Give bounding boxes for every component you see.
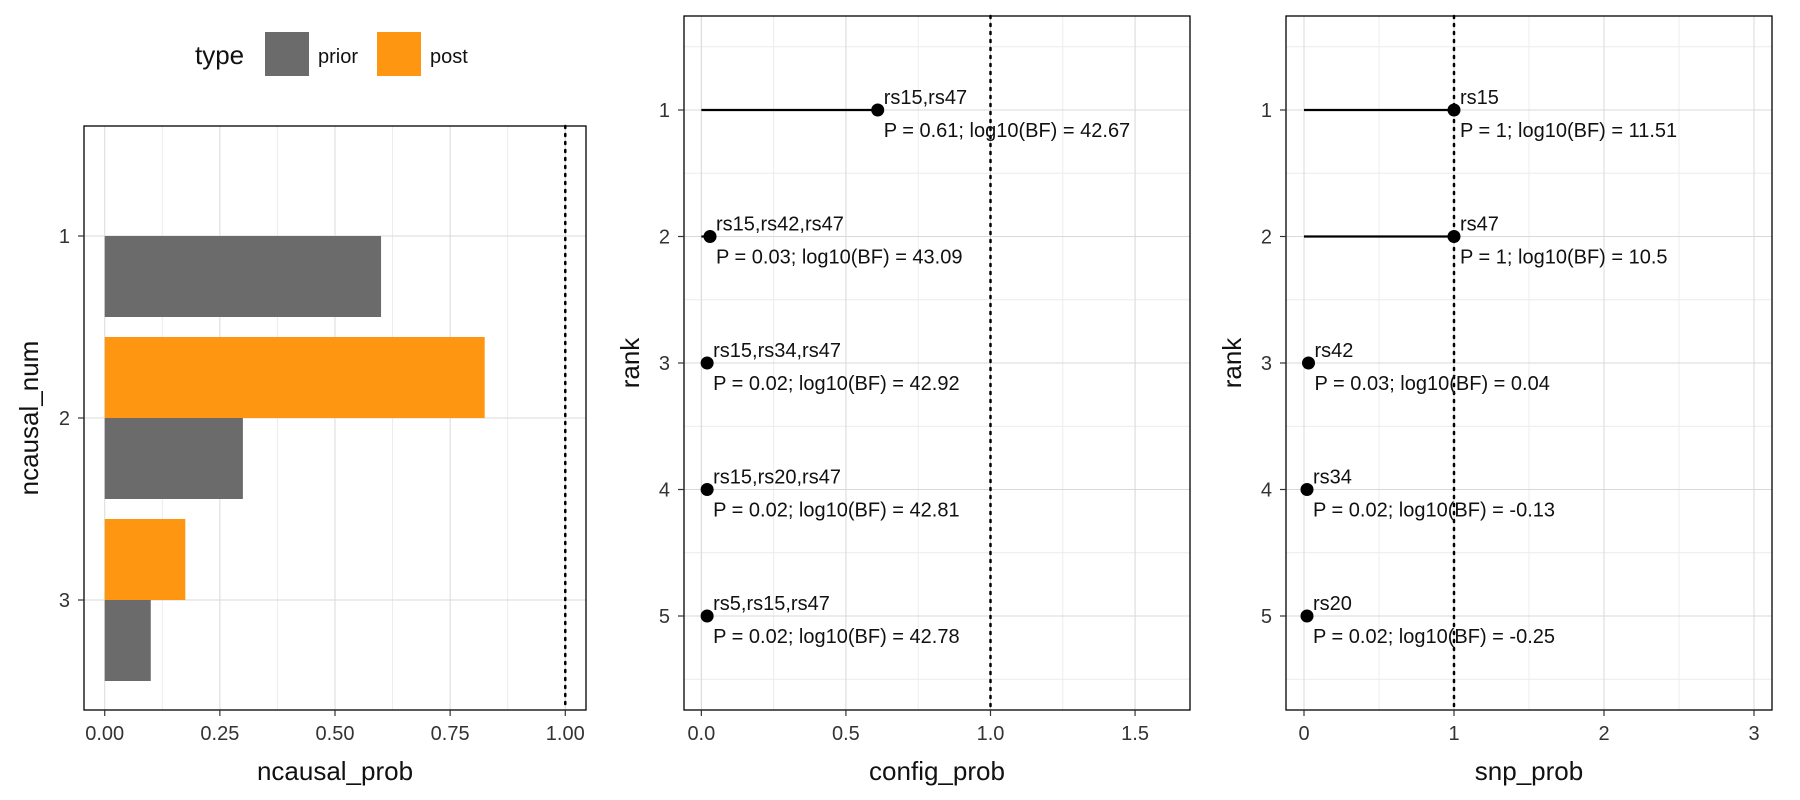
point-annotation-label: P = 0.02; log10(BF) = 42.78 (713, 626, 959, 648)
point-annotation-label: P = 0.61; log10(BF) = 42.67 (884, 120, 1130, 142)
x-tick-label: 3 (1748, 723, 1759, 745)
y-tick-label: 4 (659, 480, 670, 502)
point-name-label: rs15,rs47 (884, 87, 967, 109)
point (700, 483, 714, 496)
y-tick-label: 3 (659, 353, 670, 375)
legend-label-prior: prior (318, 46, 358, 68)
point-annotation-label: P = 0.02; log10(BF) = -0.25 (1313, 626, 1555, 648)
y-tick-label: 1 (1261, 100, 1272, 122)
point-name-label: rs34 (1313, 467, 1352, 489)
point-name-label: rs42 (1315, 340, 1354, 362)
x-tick-label: 0.5 (832, 723, 860, 745)
x-tick-label: 1.5 (1121, 723, 1149, 745)
panel-ncausal: 0.00 0.25 0.50 0.75 1.00 1 2 3 ncausal_prob ncaus… (14, 124, 587, 786)
y-tick-label: 5 (659, 606, 670, 628)
panel-snp-prob: rs15 P = 1; log10(BF) = 11.51 rs47 P = 1; l… (1217, 14, 1773, 786)
x-tick-label: 0.75 (431, 723, 470, 745)
x-tick-label: 2 (1598, 723, 1609, 745)
x-axis-title: config_prob (869, 756, 1005, 786)
bar-prior-3 (104, 600, 151, 681)
point (1300, 483, 1314, 496)
point-annotation-label: P = 1; log10(BF) = 11.51 (1460, 120, 1677, 142)
y-tick-label: 1 (659, 100, 670, 122)
point-annotation-label: P = 1; log10(BF) = 10.5 (1460, 247, 1668, 269)
x-tick-label: 0.0 (687, 723, 715, 745)
x-tick-label: 1.00 (546, 723, 585, 745)
y-tick-label: 1 (59, 226, 70, 248)
point (700, 609, 714, 623)
point-name-label: rs47 (1460, 214, 1499, 236)
point-annotation-label: P = 0.03; log10(BF) = 43.09 (716, 247, 962, 269)
x-axis-title: ncausal_prob (257, 756, 413, 786)
point-annotation-label: P = 0.02; log10(BF) = 42.81 (713, 500, 959, 522)
x-tick-label: 0.00 (85, 723, 124, 745)
point-name-label: rs15 (1460, 87, 1499, 109)
y-tick-label: 3 (59, 590, 70, 612)
point-name-label: rs5,rs15,rs47 (713, 593, 830, 615)
point-name-label: rs15,rs42,rs47 (716, 214, 844, 236)
legend-key-post (377, 32, 421, 76)
point-name-label: rs20 (1313, 593, 1352, 615)
bar-prior-1 (104, 236, 382, 317)
y-axis-title: ncausal_num (14, 341, 44, 496)
x-axis-title: snp_prob (1475, 756, 1583, 786)
y-tick-label: 2 (659, 227, 670, 249)
point (703, 230, 717, 243)
point (1300, 609, 1314, 623)
bar-post-3 (104, 519, 186, 600)
y-axis-title: rank (1217, 337, 1247, 389)
legend-key-prior (265, 32, 309, 76)
x-tick-label: 1 (1448, 723, 1459, 745)
x-tick-label: 1.0 (977, 723, 1005, 745)
point-name-label: rs15,rs34,rs47 (713, 340, 841, 362)
bar-prior-2 (104, 418, 243, 499)
point (1447, 230, 1461, 243)
y-tick-label: 2 (1261, 227, 1272, 249)
x-tick-label: 0.25 (200, 723, 239, 745)
point (871, 103, 885, 117)
x-tick-label: 0 (1298, 723, 1309, 745)
point (1447, 103, 1461, 117)
legend-label-post: post (430, 46, 468, 68)
point-annotation-label: P = 0.03; log10(BF) = 0.04 (1315, 373, 1550, 395)
panel-config-prob: rs15,rs47 P = 0.61; log10(BF) = 42.67 rs15… (615, 14, 1191, 786)
x-tick-label: 0.50 (316, 723, 355, 745)
y-tick-label: 4 (1261, 480, 1272, 502)
legend-title: type (195, 40, 244, 70)
bar-post-2 (104, 337, 485, 418)
y-tick-label: 5 (1261, 606, 1272, 628)
y-tick-label: 3 (1261, 353, 1272, 375)
y-axis-title: rank (615, 337, 645, 389)
point (1302, 356, 1315, 370)
point-name-label: rs15,rs20,rs47 (713, 467, 841, 489)
point-annotation-label: P = 0.02; log10(BF) = -0.13 (1313, 500, 1555, 522)
y-tick-label: 2 (59, 408, 70, 430)
point (700, 356, 714, 370)
legend: type prior post (195, 32, 468, 76)
point-annotation-label: P = 0.02; log10(BF) = 42.92 (713, 373, 959, 395)
